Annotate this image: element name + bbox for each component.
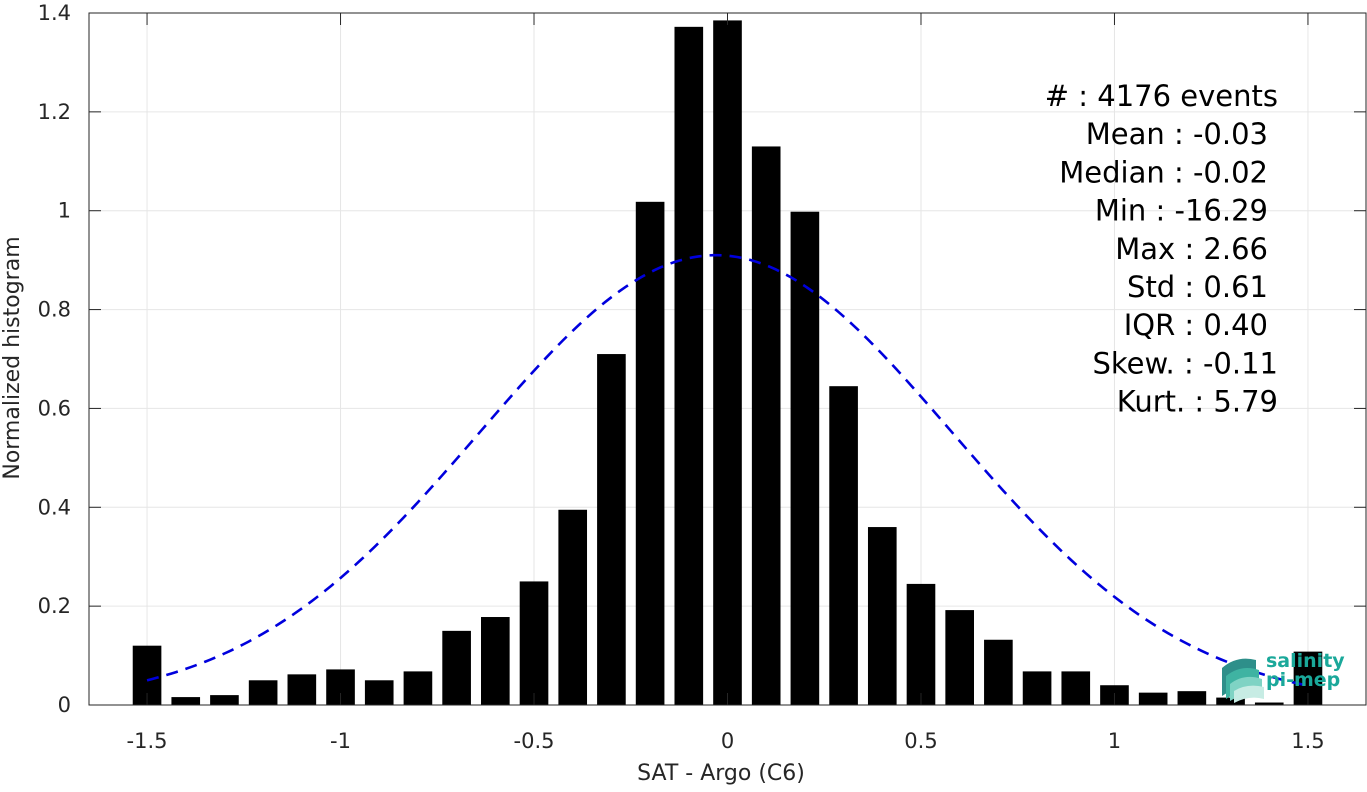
histogram-bar (519, 581, 549, 705)
x-tick-label: 1 (1108, 729, 1121, 753)
y-tick-label: 0.4 (38, 495, 71, 519)
histogram-bar (1216, 697, 1245, 705)
histogram-bar (481, 617, 510, 705)
histogram-bar (558, 509, 588, 705)
logo-line-2: pi-mep (1266, 669, 1340, 691)
x-tick-label: 0 (721, 729, 734, 753)
tick-labels: -1.5 -1 -0.5 0 0.5 1 1.5 0 0.2 0.4 0.6 0.8 1 1.2 1.4 (38, 1, 1325, 753)
y-tick-label: 0.8 (38, 298, 71, 322)
histogram-bar (945, 610, 974, 705)
histogram-bar (442, 630, 471, 705)
histogram-bar (1138, 692, 1168, 705)
histogram-bar (171, 697, 201, 705)
histogram-bar (906, 583, 936, 705)
histogram-bar (1061, 671, 1091, 705)
statistics-annotation: # : 4176 events Mean : -0.03 Median : -0.0… (1045, 79, 1278, 419)
x-tick-label: -1.5 (127, 729, 168, 753)
y-tick-label: 1.2 (38, 100, 71, 124)
histogram-bar (674, 26, 704, 705)
x-axis-title: SAT - Argo (C6) (637, 761, 805, 786)
histogram-bar (984, 639, 1013, 705)
x-tick-label: -1 (330, 729, 351, 753)
axes (88, 12, 1367, 706)
y-tick-label: 0.2 (38, 594, 71, 618)
histogram-bar (867, 527, 897, 705)
histogram-bar (635, 201, 665, 705)
fit-curve-layer (146, 253, 1309, 687)
statistic-line: Std : 0.61 (1127, 270, 1268, 304)
statistic-line: Median : -0.02 (1059, 155, 1268, 189)
statistic-line: Max : 2.66 (1115, 232, 1268, 266)
statistic-line: Mean : -0.03 (1086, 117, 1268, 151)
histogram-bar (210, 695, 239, 705)
statistic-line: Min : -16.29 (1095, 194, 1268, 228)
statistic-line: IQR : 0.40 (1124, 308, 1268, 342)
histogram-bar (1177, 691, 1207, 705)
histogram-bar (248, 680, 278, 705)
histogram-bar (1254, 702, 1284, 705)
histogram-bar (1022, 671, 1052, 705)
statistic-line: Skew. : -0.11 (1092, 346, 1278, 380)
logo-line-1: salinity (1266, 650, 1345, 672)
x-tick-label: -0.5 (514, 729, 555, 753)
histogram-bar (364, 680, 394, 705)
statistic-line: Kurt. : 5.79 (1117, 385, 1278, 419)
histogram-bar (751, 146, 781, 705)
salinity-pi-mep-logo: salinity pi-mep (1222, 650, 1345, 703)
histogram-bar (287, 674, 317, 705)
statistic-line: # : 4176 events (1045, 79, 1278, 113)
y-tick-label: 1 (58, 199, 71, 223)
y-axis-title: Normalized histogram (0, 236, 25, 479)
normal-fit-curve (146, 253, 1309, 687)
histogram-bar (403, 671, 433, 705)
y-tick-label: 0 (58, 693, 71, 717)
waves-icon (1222, 658, 1264, 703)
x-tick-label: 0.5 (904, 729, 937, 753)
histogram-bar (713, 20, 742, 705)
y-tick-label: 1.4 (38, 1, 71, 25)
x-tick-label: 1.5 (1291, 729, 1324, 753)
y-tick-label: 0.6 (38, 396, 71, 420)
bars (132, 20, 1323, 705)
histogram-bar (597, 354, 626, 705)
histogram-bar (790, 211, 820, 705)
histogram-bar (829, 386, 858, 705)
